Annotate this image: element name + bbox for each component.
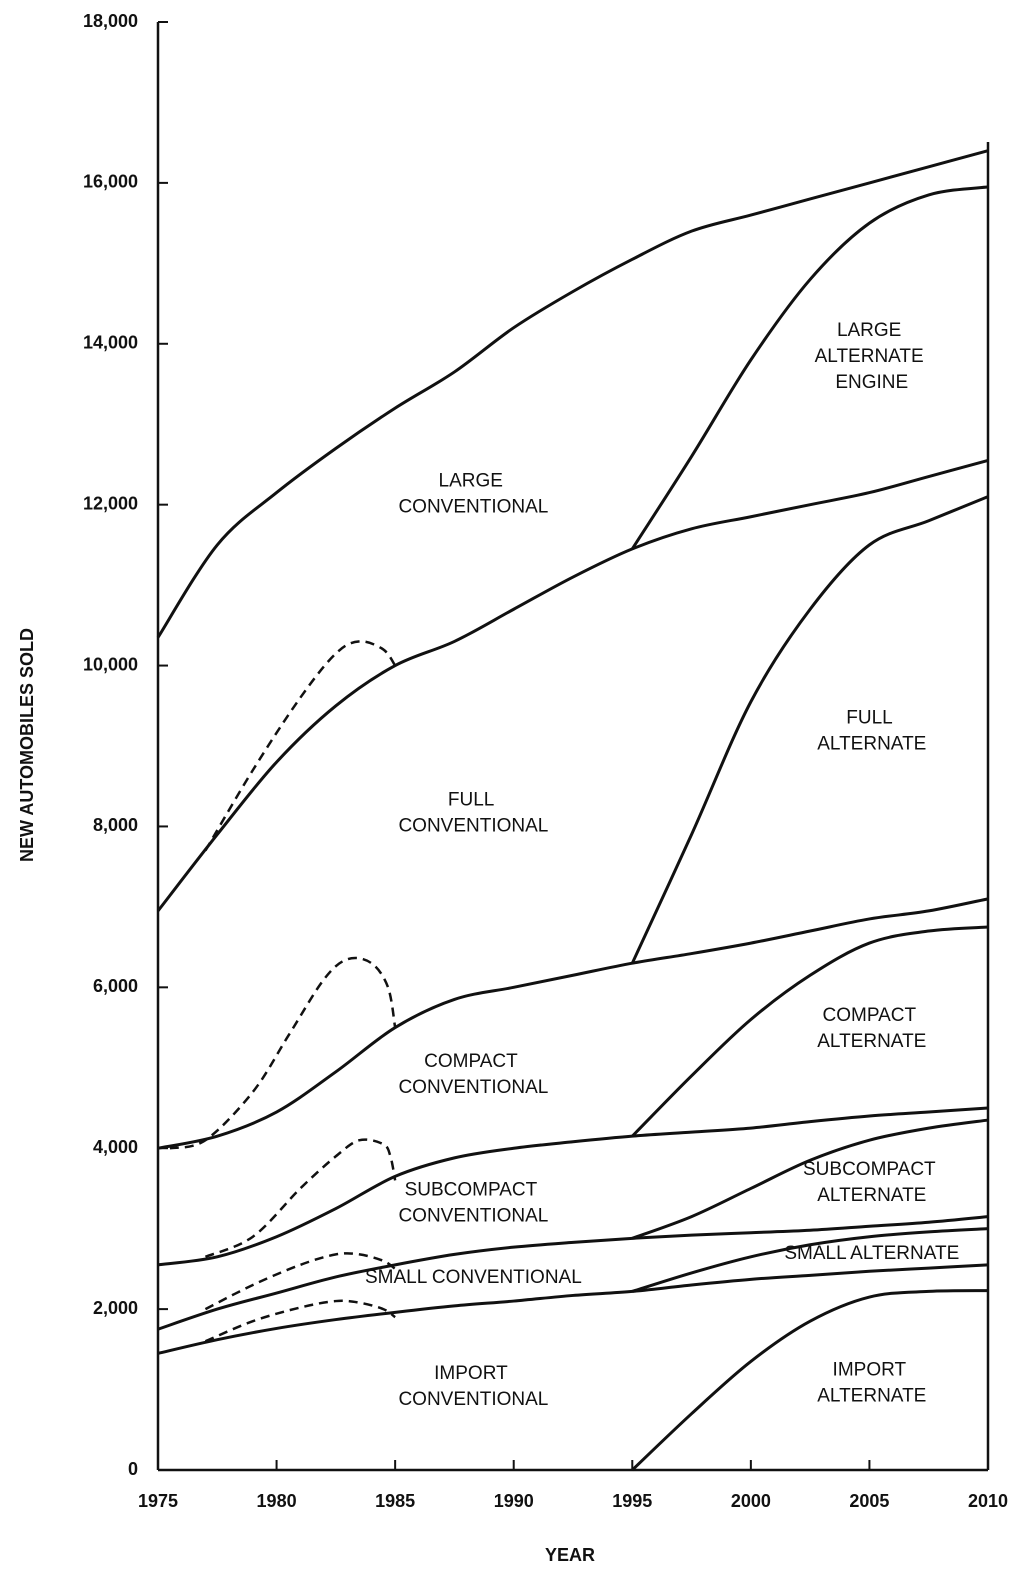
y-tick-label: 0: [128, 1459, 138, 1479]
x-tick-label: 2005: [849, 1491, 889, 1511]
region-label: SMALL ALTERNATE: [784, 1243, 959, 1264]
region-label: COMPACT CONVENTIONAL: [398, 1051, 548, 1098]
y-tick-label: 16,000: [83, 172, 138, 192]
boundary-line: [631, 1289, 989, 1472]
y-tick-label: 10,000: [83, 654, 138, 674]
boundary-line: [156, 458, 989, 912]
dashed-line: [204, 1252, 396, 1311]
boundary-line: [156, 149, 989, 639]
y-tick-label: 12,000: [83, 493, 138, 513]
boundary-line: [631, 925, 989, 1138]
region-label: COMPACT ALTERNATE: [817, 1005, 926, 1052]
region-label: IMPORT CONVENTIONAL: [398, 1363, 548, 1410]
boundary-line: [157, 1215, 989, 1331]
x-tick-label: 1995: [612, 1491, 652, 1511]
y-tick-label: 18,000: [83, 11, 138, 31]
x-tick-label: 1990: [494, 1491, 534, 1511]
boundary-line: [631, 1118, 989, 1240]
x-axis-title: YEAR: [545, 1545, 595, 1565]
y-tick-label: 14,000: [83, 333, 138, 353]
dashed-line: [204, 1299, 396, 1343]
y-tick-label: 6,000: [93, 976, 138, 996]
boundary-line: [631, 185, 989, 550]
boundary-line: [631, 1227, 989, 1293]
region-label: FULL ALTERNATE: [817, 707, 926, 754]
boundary-line: [157, 1106, 989, 1267]
dashed-line: [204, 1138, 397, 1258]
x-tick-label: 2010: [968, 1491, 1008, 1511]
y-tick-label: 2,000: [93, 1298, 138, 1318]
boundary-line: [157, 1263, 989, 1355]
region-label: LARGE CONVENTIONAL: [398, 470, 548, 517]
dashed-line: [204, 640, 397, 852]
region-label: IMPORT ALTERNATE: [817, 1359, 926, 1406]
y-tick-label: 4,000: [93, 1137, 138, 1157]
x-tick-label: 1985: [375, 1491, 415, 1511]
region-label: SMALL CONVENTIONAL: [365, 1267, 582, 1288]
x-tick-label: 1980: [257, 1491, 297, 1511]
boundary-line: [157, 897, 989, 1150]
y-tick-label: 8,000: [93, 815, 138, 835]
region-label: SUBCOMPACT ALTERNATE: [803, 1159, 941, 1206]
region-label: SUBCOMPACT CONVENTIONAL: [398, 1179, 548, 1226]
boundary-line: [630, 495, 989, 964]
x-tick-label: 2000: [731, 1491, 771, 1511]
x-tick-label: 1975: [138, 1491, 178, 1511]
region-label: FULL CONVENTIONAL: [398, 789, 548, 836]
y-axis-title: NEW AUTOMOBILES SOLD: [17, 628, 37, 862]
region-label: LARGE ALTERNATE ENGINE: [815, 320, 929, 393]
